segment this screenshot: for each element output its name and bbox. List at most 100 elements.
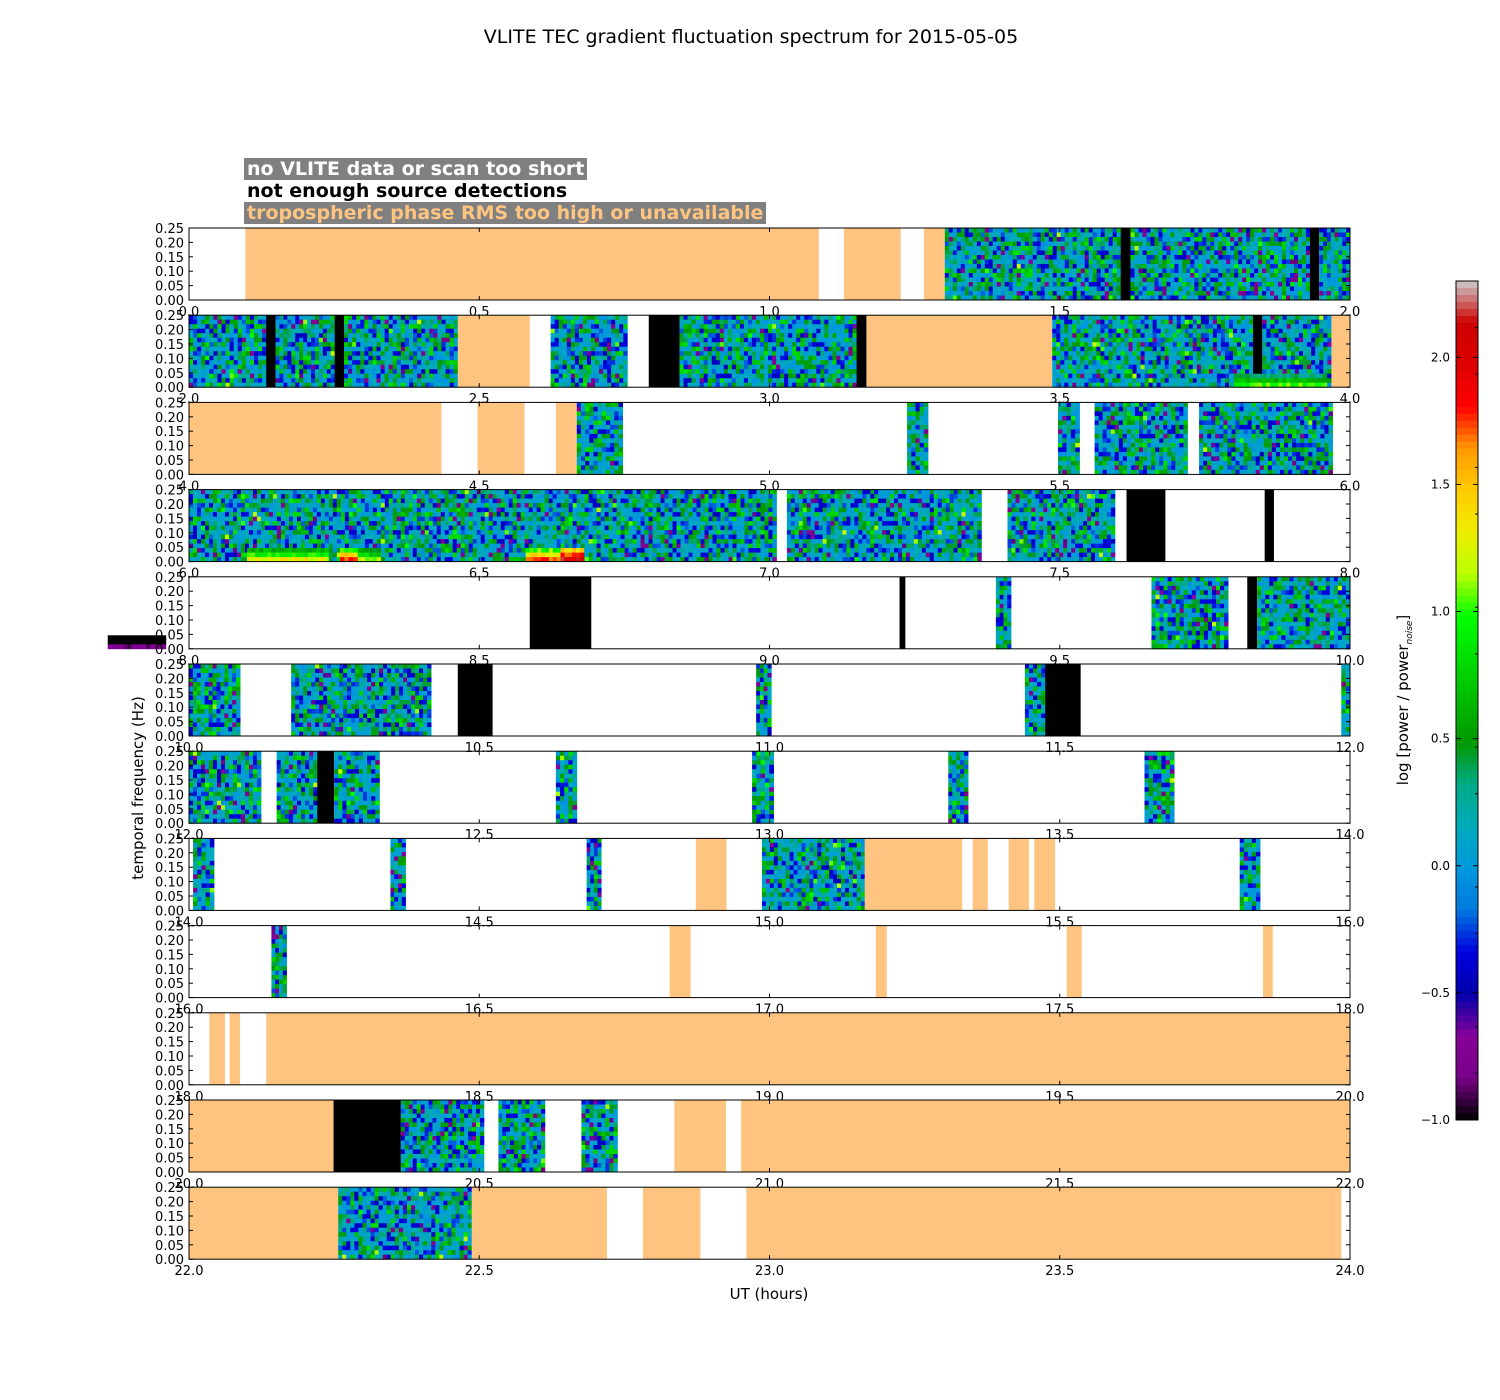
spectrum-cell: [311, 369, 315, 374]
spectrum-cell: [1194, 291, 1198, 296]
spectrum-cell: [437, 324, 441, 329]
spectrum-cell: [1162, 260, 1166, 265]
spectrum-cell: [213, 347, 217, 352]
spectrum-cell: [1165, 360, 1169, 365]
spectrum-cell: [1178, 246, 1182, 251]
spectrum-cell: [1174, 242, 1178, 247]
spectrum-cell: [1290, 246, 1294, 251]
spectrum-cell: [716, 324, 720, 329]
spectrum-cell: [1092, 369, 1096, 374]
spectrum-cell: [792, 338, 796, 343]
spectrum-cell: [680, 378, 684, 383]
spectrum-cell: [704, 315, 708, 320]
spectrum-cell: [405, 342, 409, 347]
spectrum-cell: [1105, 242, 1109, 247]
spectrum-cell: [692, 374, 696, 379]
spectrum-cell: [230, 374, 234, 379]
spectrum-cell: [780, 324, 784, 329]
spectrum-cell: [1202, 269, 1206, 274]
spectrum-cell: [429, 333, 433, 338]
spectrum-cell: [197, 374, 201, 379]
spectrum-cell: [1021, 228, 1025, 233]
spectrum-cell: [1025, 228, 1029, 233]
spectrum-cell: [1198, 269, 1202, 274]
spectrum-cell: [768, 324, 772, 329]
spectrum-cell: [189, 351, 193, 356]
spectrum-cell: [607, 333, 611, 338]
spectrum-cell: [1076, 369, 1080, 374]
tropo-segment: [245, 228, 819, 300]
spectrum-cell: [1294, 233, 1298, 238]
spectrum-cell: [1270, 237, 1274, 242]
spectrum-cell: [1100, 360, 1104, 365]
spectrum-cell: [692, 333, 696, 338]
spectrum-cell: [853, 342, 857, 347]
spectrum-cell: [1141, 347, 1145, 352]
spectrum-cell: [1088, 369, 1092, 374]
spectrum-cell: [1129, 369, 1133, 374]
spectrum-cell: [1056, 324, 1060, 329]
spectrum-cell: [1323, 264, 1327, 269]
spectrum-cell: [1194, 287, 1198, 292]
spectrum-cell: [1153, 356, 1157, 361]
spectrum-cell: [1169, 356, 1173, 361]
spectrum-cell: [250, 342, 254, 347]
spectrum-cell: [1101, 233, 1105, 238]
spectrum-cell: [327, 369, 331, 374]
spectrum-cell: [1005, 278, 1009, 283]
spectrum-cell: [756, 324, 760, 329]
spectrum-cell: [1177, 351, 1181, 356]
spectrum-cell: [1210, 242, 1214, 247]
spectrum-cell: [1029, 282, 1033, 287]
spectrum-cell: [1338, 269, 1342, 274]
spectrum-cell: [1109, 228, 1113, 233]
spectrum-cell: [1166, 260, 1170, 265]
spectrum-cell: [1041, 228, 1045, 233]
spectrum-cell: [1206, 260, 1210, 265]
spectrum-cell: [1202, 255, 1206, 260]
spectrum-cell: [1101, 269, 1105, 274]
spectrum-cell: [1214, 242, 1218, 247]
spectrum-cell: [832, 347, 836, 352]
spectrum-cell: [788, 333, 792, 338]
spectrum-cell: [193, 315, 197, 320]
spectrum-cell: [217, 356, 221, 361]
spectrum-cell: [619, 360, 623, 365]
spectrum-cell: [1190, 237, 1194, 242]
spectrum-cell: [776, 365, 780, 370]
spectrum-cell: [708, 347, 712, 352]
spectrum-cell: [849, 365, 853, 370]
spectrum-cell: [250, 315, 254, 320]
spectrum-cell: [234, 360, 238, 365]
spectrum-cell: [1210, 246, 1214, 251]
spectrum-cell: [1262, 233, 1266, 238]
spectrum-cell: [551, 333, 555, 338]
spectrum-cell: [226, 369, 230, 374]
spectrum-cell: [1129, 378, 1133, 383]
spectrum-cell: [311, 360, 315, 365]
spectrum-cell: [454, 324, 458, 329]
spectrum-cell: [1116, 369, 1120, 374]
spectrum-cell: [189, 347, 193, 352]
spectrum-cell: [845, 347, 849, 352]
spectrum-cell: [1113, 242, 1117, 247]
spectrum-cell: [287, 374, 291, 379]
spectrum-cell: [433, 365, 437, 370]
spectrum-cell: [1029, 260, 1033, 265]
spectrum-cell: [189, 360, 193, 365]
spectrum-cell: [796, 324, 800, 329]
spectrum-cell: [772, 329, 776, 334]
spectrum-cell: [315, 329, 319, 334]
spectrum-cell: [1282, 255, 1286, 260]
spectrum-cell: [1017, 264, 1021, 269]
spectrum-cell: [197, 324, 201, 329]
spectrum-cell: [1262, 269, 1266, 274]
spectrum-cell: [981, 246, 985, 251]
spectrum-cell: [985, 255, 989, 260]
spectrum-cell: [197, 365, 201, 370]
spectrum-cell: [1017, 282, 1021, 287]
spectrum-cell: [708, 369, 712, 374]
spectrum-cell: [442, 351, 446, 356]
spectrum-cell: [768, 320, 772, 325]
spectrum-cell: [1029, 237, 1033, 242]
